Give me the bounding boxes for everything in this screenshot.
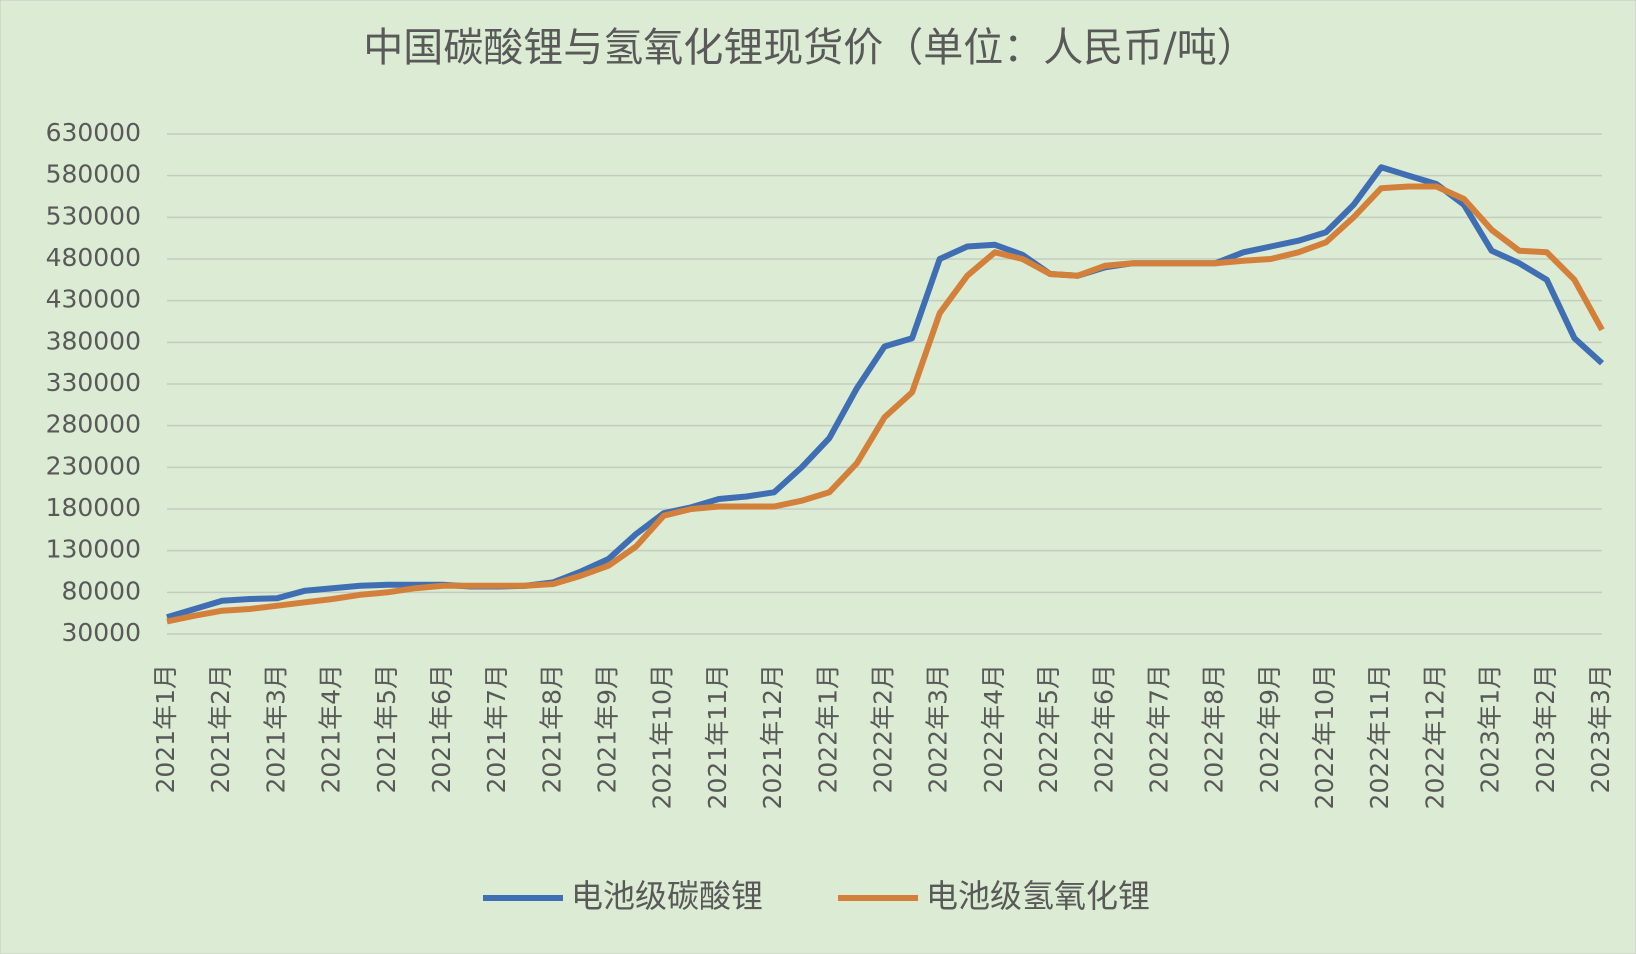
y-tick-label: 80000 (61, 576, 141, 605)
x-tick-label: 2021年10月 (648, 664, 677, 809)
series-line (166, 183, 1605, 625)
y-tick-label: 530000 (46, 201, 141, 230)
y-tick-label: 180000 (46, 493, 141, 522)
x-tick-label: 2021年12月 (758, 664, 787, 809)
x-tick-label: 2023年2月 (1531, 664, 1560, 794)
x-tick-label: 2021年8月 (537, 664, 566, 794)
legend-label: 电池级氢氧化锂 (926, 877, 1150, 915)
x-tick-label: 2022年3月 (924, 664, 953, 794)
x-tick-label: 2022年6月 (1089, 664, 1118, 794)
series-line (166, 164, 1605, 621)
y-tick-label: 30000 (61, 618, 141, 647)
y-tick-label: 430000 (46, 285, 141, 314)
x-tick-label: 2021年5月 (372, 664, 401, 794)
x-tick-label: 2021年2月 (206, 664, 235, 794)
chart-title: 中国碳酸锂与氢氧化锂现货价（单位：人民币/吨） (363, 25, 1256, 71)
x-tick-label: 2022年1月 (813, 664, 842, 794)
y-tick-label: 330000 (46, 368, 141, 397)
x-tick-label: 2022年2月 (869, 664, 898, 794)
x-tick-label: 2022年8月 (1200, 664, 1229, 794)
y-tick-label: 480000 (46, 243, 141, 272)
y-tick-label: 130000 (46, 535, 141, 564)
x-tick-label: 2022年5月 (1034, 664, 1063, 794)
x-tick-label: 2022年10月 (1310, 664, 1339, 809)
x-tick-label: 2022年9月 (1255, 664, 1284, 794)
x-tick-label: 2023年3月 (1586, 664, 1615, 794)
x-tick-label: 2021年7月 (482, 664, 511, 794)
x-tick-label: 2021年6月 (427, 664, 456, 794)
y-tick-label: 630000 (46, 118, 141, 147)
x-tick-label: 2021年3月 (261, 664, 290, 794)
y-tick-label: 580000 (46, 160, 141, 189)
x-tick-label: 2023年1月 (1476, 664, 1505, 794)
y-tick-label: 230000 (46, 451, 141, 480)
legend-label: 电池级碳酸锂 (571, 877, 763, 915)
x-tick-label: 2022年7月 (1144, 664, 1173, 794)
x-tick-label: 2022年4月 (979, 664, 1008, 794)
x-tick-label: 2021年1月 (151, 664, 180, 794)
x-tick-label: 2021年9月 (593, 664, 622, 794)
x-tick-label: 2021年4月 (317, 664, 346, 794)
x-tick-label: 2022年12月 (1420, 664, 1449, 809)
y-tick-label: 380000 (46, 326, 141, 355)
x-tick-label: 2021年11月 (703, 664, 732, 809)
y-tick-label: 280000 (46, 410, 141, 439)
x-tick-label: 2022年11月 (1365, 664, 1394, 809)
